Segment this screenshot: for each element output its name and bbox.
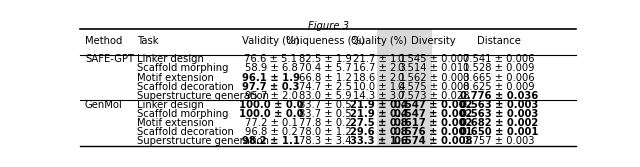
Text: 0.547 ± 0.002: 0.547 ± 0.002 (394, 109, 473, 119)
Text: Motif extension: Motif extension (137, 73, 214, 83)
Text: 0.563 ± 0.003: 0.563 ± 0.003 (460, 100, 538, 110)
Text: Superstructure generation: Superstructure generation (137, 136, 269, 146)
Text: Uniqueness (%): Uniqueness (%) (286, 36, 365, 46)
Text: Motif extension: Motif extension (137, 118, 214, 128)
Text: 82.5 ± 1.9: 82.5 ± 1.9 (299, 54, 352, 64)
Text: 77.8 ± 0.2: 77.8 ± 0.2 (299, 118, 352, 128)
Text: 58.9 ± 6.8: 58.9 ± 6.8 (244, 63, 298, 73)
Text: 0.541 ± 0.006: 0.541 ± 0.006 (463, 54, 535, 64)
Text: 14.3 ± 3.7: 14.3 ± 3.7 (353, 91, 405, 101)
Text: 33.3 ± 1.6: 33.3 ± 1.6 (350, 136, 408, 146)
Text: Validity (%): Validity (%) (243, 36, 300, 46)
Text: Quality (%): Quality (%) (351, 36, 407, 46)
Text: 83.7 ± 0.5: 83.7 ± 0.5 (300, 109, 352, 119)
Text: 0.545 ± 0.007: 0.545 ± 0.007 (398, 54, 469, 64)
Text: 0.776 ± 0.036: 0.776 ± 0.036 (460, 91, 538, 101)
Text: Scaffold morphing: Scaffold morphing (137, 63, 228, 73)
Text: 0.563 ± 0.003: 0.563 ± 0.003 (460, 109, 538, 119)
Text: 0.617 ± 0.002: 0.617 ± 0.002 (394, 118, 473, 128)
Text: 0.757 ± 0.003: 0.757 ± 0.003 (463, 136, 535, 146)
Text: 70.4 ± 5.7: 70.4 ± 5.7 (299, 63, 352, 73)
Text: 0.514 ± 0.011: 0.514 ± 0.011 (398, 63, 470, 73)
Text: Linker design: Linker design (137, 100, 204, 110)
Bar (376, 29, 432, 146)
Text: 21.9 ± 0.4: 21.9 ± 0.4 (350, 100, 408, 110)
Text: 100.0 ± 0.0: 100.0 ± 0.0 (239, 109, 303, 119)
Text: 66.8 ± 1.2: 66.8 ± 1.2 (299, 73, 352, 83)
Text: 29.6 ± 0.8: 29.6 ± 0.8 (350, 127, 408, 137)
Text: Distance: Distance (477, 36, 521, 46)
Text: 97.7 ± 0.3: 97.7 ± 0.3 (243, 82, 300, 92)
Text: 100.0 ± 0.0: 100.0 ± 0.0 (239, 100, 303, 110)
Text: 77.2 ± 0.1: 77.2 ± 0.1 (244, 118, 298, 128)
Text: Method: Method (85, 36, 122, 46)
Text: 0.547 ± 0.002: 0.547 ± 0.002 (394, 100, 473, 110)
Text: 0.573 ± 0.028: 0.573 ± 0.028 (398, 91, 469, 101)
Text: 96.1 ± 1.9: 96.1 ± 1.9 (242, 73, 300, 83)
Text: 21.9 ± 0.4: 21.9 ± 0.4 (350, 109, 408, 119)
Text: 0.682 ± 0.002: 0.682 ± 0.002 (460, 118, 538, 128)
Text: 0.625 ± 0.009: 0.625 ± 0.009 (463, 82, 535, 92)
Text: 95.7 ± 2.0: 95.7 ± 2.0 (244, 91, 298, 101)
Text: 78.0 ± 1.2: 78.0 ± 1.2 (299, 127, 352, 137)
Text: 27.5 ± 0.8: 27.5 ± 0.8 (350, 118, 408, 128)
Text: 76.6 ± 5.1: 76.6 ± 5.1 (244, 54, 298, 64)
Text: 98.2 ± 1.1: 98.2 ± 1.1 (242, 136, 300, 146)
Text: 74.7 ± 2.5: 74.7 ± 2.5 (299, 82, 352, 92)
Text: 10.0 ± 1.4: 10.0 ± 1.4 (353, 82, 405, 92)
Text: 18.6 ± 2.1: 18.6 ± 2.1 (353, 73, 406, 83)
Text: 78.3 ± 3.4: 78.3 ± 3.4 (300, 136, 352, 146)
Text: Figure 3: Figure 3 (307, 21, 349, 31)
Text: Diversity: Diversity (412, 36, 456, 46)
Text: 83.7 ± 0.5: 83.7 ± 0.5 (300, 100, 352, 110)
Text: 83.0 ± 5.9: 83.0 ± 5.9 (300, 91, 352, 101)
Text: 16.7 ± 2.3: 16.7 ± 2.3 (353, 63, 406, 73)
Text: Task: Task (137, 36, 159, 46)
Text: SAFE-GPT: SAFE-GPT (85, 54, 134, 64)
Text: Scaffold morphing: Scaffold morphing (137, 109, 228, 119)
Text: 0.650 ± 0.001: 0.650 ± 0.001 (460, 127, 538, 137)
Text: 96.8 ± 0.2: 96.8 ± 0.2 (244, 127, 298, 137)
Text: Superstructure generation: Superstructure generation (137, 91, 269, 101)
Text: 0.576 ± 0.001: 0.576 ± 0.001 (394, 127, 473, 137)
Text: 21.7 ± 1.1: 21.7 ± 1.1 (353, 54, 406, 64)
Text: 0.575 ± 0.008: 0.575 ± 0.008 (398, 82, 469, 92)
Text: 0.528 ± 0.009: 0.528 ± 0.009 (463, 63, 535, 73)
Text: Linker design: Linker design (137, 54, 204, 64)
Text: Scaffold decoration: Scaffold decoration (137, 82, 234, 92)
Text: 0.562 ± 0.003: 0.562 ± 0.003 (398, 73, 469, 83)
Text: Scaffold decoration: Scaffold decoration (137, 127, 234, 137)
Text: 0.665 ± 0.006: 0.665 ± 0.006 (463, 73, 535, 83)
Text: 0.574 ± 0.008: 0.574 ± 0.008 (394, 136, 473, 146)
Text: GenMol: GenMol (85, 100, 123, 110)
